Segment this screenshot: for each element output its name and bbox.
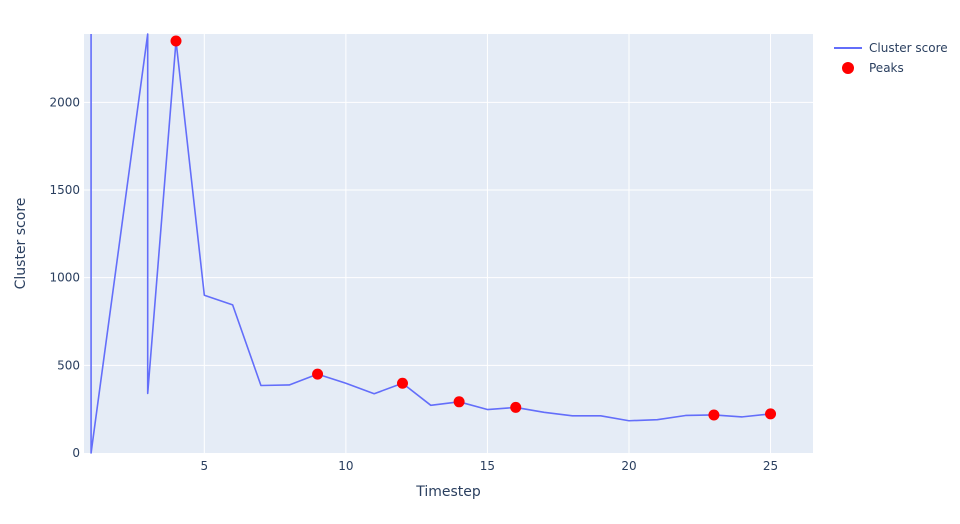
x-tick-label: 15	[480, 459, 495, 473]
series-layer	[90, 33, 777, 454]
y-tick-label: 0	[72, 446, 80, 460]
x-tick-label: 10	[338, 459, 353, 473]
plot-area	[84, 34, 813, 453]
peak-point	[396, 377, 408, 389]
peak-point	[312, 368, 324, 380]
legend-entry-cluster-score: Cluster score	[869, 41, 948, 55]
y-axis-title: Cluster score	[13, 198, 29, 290]
y-tick-label: 1000	[49, 271, 80, 285]
peak-point	[765, 408, 777, 420]
y-axis-ticks: 0 500 1000 1500 2000	[49, 95, 80, 460]
peak-point	[453, 396, 465, 408]
peak-point	[708, 409, 720, 421]
legend-entry-peaks: Peaks	[869, 61, 904, 75]
x-tick-label: 5	[201, 459, 209, 473]
gridlines	[84, 34, 813, 453]
y-tick-label: 500	[57, 358, 80, 372]
x-axis-ticks: 5 10 15 20 25	[201, 459, 779, 473]
x-tick-label: 20	[621, 459, 636, 473]
legend-swatch-peaks	[842, 62, 854, 74]
x-tick-label: 25	[763, 459, 778, 473]
x-axis-title: Timestep	[415, 484, 481, 500]
y-tick-label: 2000	[49, 95, 80, 109]
legend: Cluster score Peaks	[834, 41, 948, 75]
peak-point	[170, 35, 182, 47]
y-tick-label: 1500	[49, 183, 80, 197]
peak-point	[510, 401, 522, 413]
cluster-score-line	[90, 33, 771, 454]
